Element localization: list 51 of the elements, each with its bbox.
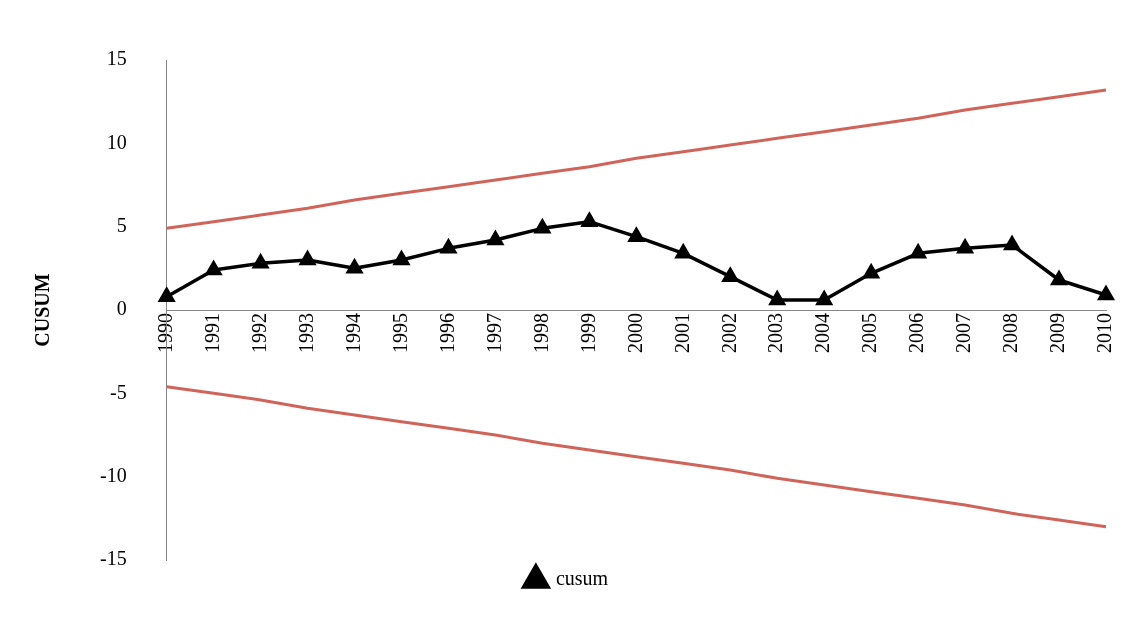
x-tick-label: 2007: [952, 313, 975, 353]
x-tick-label: 2000: [623, 313, 646, 353]
point: [439, 237, 458, 254]
y-tick-label: -5: [109, 380, 127, 403]
x-tick-label: 2002: [717, 313, 740, 353]
x-tick-label: 1999: [576, 313, 599, 353]
x-tick-label: 2009: [1046, 313, 1069, 353]
legend-label: cusum: [555, 567, 609, 590]
y-axis-title: CUSUM: [31, 273, 54, 347]
point: [863, 262, 881, 279]
x-tick-label: 2001: [670, 313, 693, 353]
x-tick-label: 2006: [905, 313, 928, 353]
point: [816, 291, 833, 306]
point: [345, 257, 364, 274]
x-tick-label: 1995: [388, 313, 411, 353]
point: [722, 267, 739, 282]
x-tick-label: 1996: [435, 313, 458, 353]
y-tick-label: 0: [116, 297, 127, 320]
y-tick-label: 10: [106, 130, 127, 153]
point: [393, 251, 410, 266]
y-tick-label: -10: [99, 463, 127, 486]
point: [487, 231, 504, 246]
point: [205, 261, 222, 276]
x-tick-label: 2005: [858, 313, 881, 353]
x-tick-label: 1997: [482, 313, 505, 353]
point: [1051, 271, 1067, 286]
y-tick-label: 15: [106, 47, 127, 70]
x-tick-label: 2004: [811, 313, 834, 353]
x-tick-label: 1992: [247, 313, 270, 353]
point: [909, 242, 928, 259]
point: [581, 212, 598, 227]
point: [299, 251, 316, 266]
point: [251, 252, 270, 269]
x-tick-label: 1991: [200, 313, 223, 353]
x-tick-label: 2008: [999, 313, 1022, 353]
point: [628, 227, 645, 242]
x-tick-label: 1998: [529, 313, 552, 353]
y-tick-label: -15: [99, 547, 127, 570]
point: [769, 291, 786, 306]
point: [674, 242, 692, 259]
x-tick-label: 1990: [153, 313, 176, 353]
x-tick-label: 2003: [764, 313, 787, 353]
y-tick-label: 5: [116, 213, 127, 236]
x-tick-label: 1994: [341, 313, 364, 353]
point: [1004, 236, 1020, 251]
point: [1098, 286, 1114, 301]
x-tick-label: 2010: [1093, 313, 1116, 353]
point: [956, 237, 974, 254]
x-tick-label: 1993: [294, 313, 317, 353]
point: [533, 217, 552, 234]
point: [158, 287, 175, 302]
